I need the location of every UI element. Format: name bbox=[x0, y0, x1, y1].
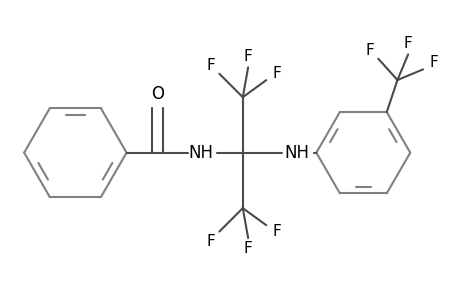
Text: F: F bbox=[403, 36, 412, 51]
Text: F: F bbox=[243, 49, 252, 64]
Text: F: F bbox=[364, 43, 373, 58]
Text: F: F bbox=[272, 224, 281, 239]
Text: O: O bbox=[151, 85, 163, 103]
Text: NH: NH bbox=[284, 144, 309, 162]
Text: F: F bbox=[206, 58, 215, 73]
Text: NH: NH bbox=[188, 144, 213, 162]
Text: F: F bbox=[243, 241, 252, 256]
Text: F: F bbox=[206, 234, 215, 249]
Text: F: F bbox=[428, 56, 437, 70]
Text: F: F bbox=[272, 66, 281, 81]
